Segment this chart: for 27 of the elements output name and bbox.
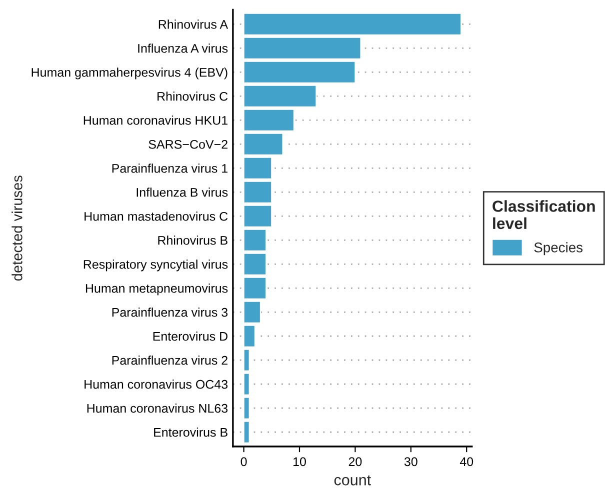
legend-label: Species [534, 242, 583, 256]
y-tick-label: SARS−CoV−2 [148, 140, 228, 149]
y-tick-label: Rhinovirus B [158, 236, 228, 245]
y-tick-label: Parainfluenza virus 3 [112, 308, 228, 317]
y-tick-label: Rhinovirus C [158, 92, 228, 101]
y-tick-label: Human mastadenovirus C [84, 212, 228, 221]
x-tick-label: 0 [240, 457, 247, 466]
x-tick-label: 20 [348, 457, 362, 466]
y-tick-label: Parainfluenza virus 1 [112, 164, 228, 173]
y-tick-label: Respiratory syncytial virus [84, 260, 228, 272]
y-tick-label: Rhinovirus A [158, 20, 228, 29]
y-tick-label: Human gammaherpesvirus 4 (EBV) [32, 68, 228, 80]
y-tick-label: Enterovirus B [154, 428, 228, 437]
x-tick-label: 10 [293, 457, 306, 466]
y-tick-label: Influenza B virus [136, 188, 228, 197]
x-tick-label: 30 [404, 457, 418, 466]
y-tick-label: Human coronavirus HKU1 [84, 116, 228, 125]
y-tick-label: Influenza A virus [138, 44, 228, 53]
y-tick-label: Human coronavirus NL63 [87, 404, 228, 413]
y-tick-label: Human metapneumovirus [86, 284, 228, 296]
y-tick-label: Human coronavirus OC43 [84, 380, 228, 389]
x-tick-label: 40 [460, 457, 474, 466]
y-tick-label: Parainfluenza virus 2 [112, 356, 228, 365]
legend-title: Classification level [492, 200, 595, 230]
y-axis-title: detected viruses [12, 176, 22, 281]
y-tick-label: Enterovirus D [153, 332, 228, 341]
x-axis-title: count [334, 475, 371, 486]
